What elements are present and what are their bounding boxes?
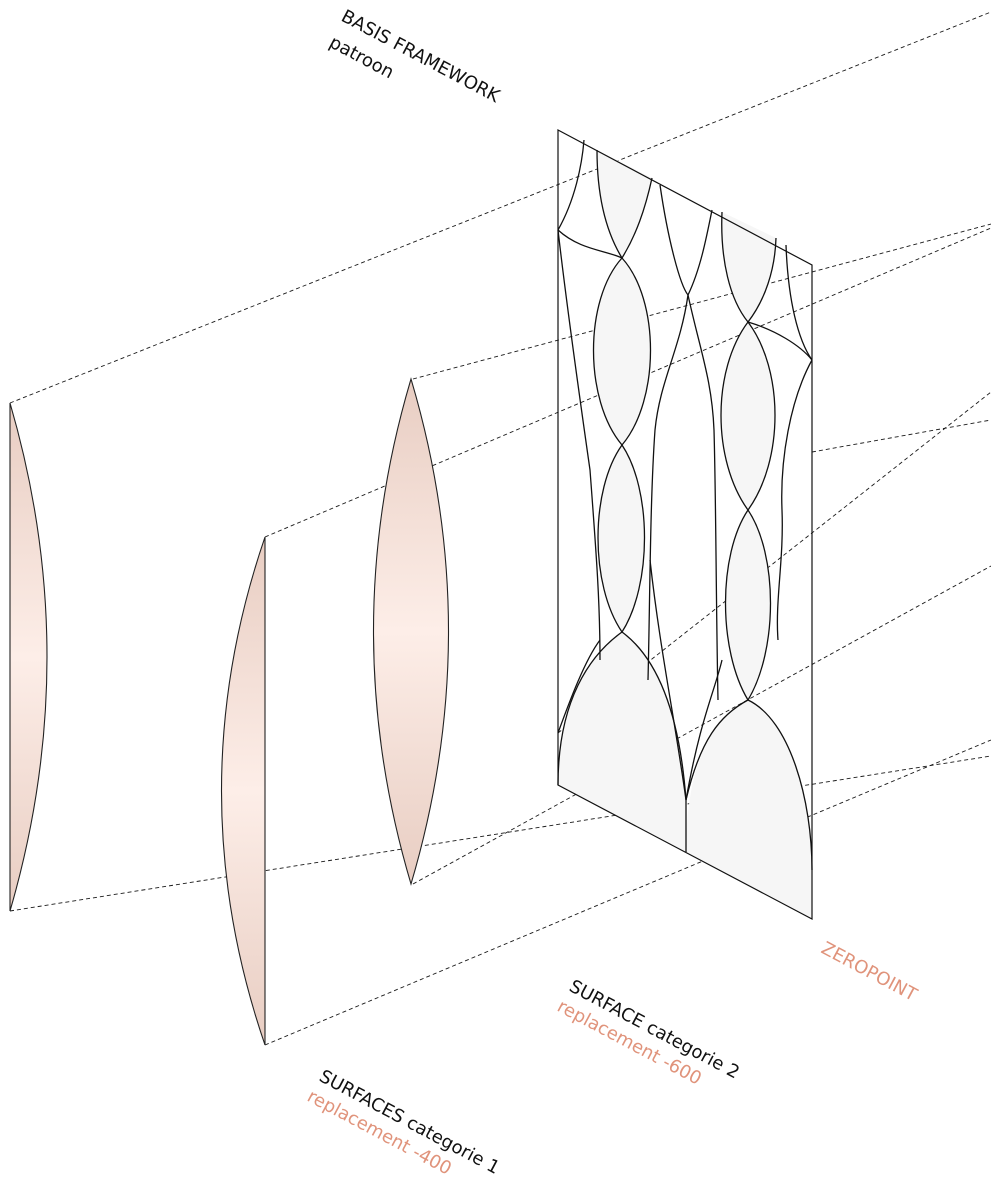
panel-cell [597,150,652,258]
panel-cell [558,632,686,852]
pattern-curve [785,244,813,361]
projection-line [412,223,991,380]
surface-categorie-2-lens [373,377,449,886]
pattern-curve [621,177,653,259]
basis-framework-panel [557,129,813,920]
projection-line [264,739,991,1046]
pattern-curve [557,631,623,786]
pattern-curve [597,444,623,633]
pattern-curve [592,257,623,446]
zeropoint-label: ZEROPOINT [818,938,922,1006]
pattern-curve [557,639,601,734]
pattern-curve [687,294,719,701]
pattern-curve [720,321,749,511]
pattern-curve [649,559,723,801]
panel-cell [598,445,645,632]
pattern-curve [659,184,689,296]
panel-cell [686,700,812,919]
surfaces-categorie-1-lens [221,536,266,1046]
pattern-curve [596,149,623,259]
pattern-curve [687,209,713,296]
pattern-curve [747,321,813,361]
panel-outline [557,129,813,920]
panel-cell [593,258,651,445]
pattern-curve [685,699,749,801]
pattern-curve [724,509,749,701]
projection-line [811,419,991,453]
pattern-curve [621,631,687,801]
panel-cell [721,322,775,510]
pattern-curve [557,229,623,259]
panel-cell [725,510,771,700]
pattern-curve [776,359,813,641]
projection-lines [9,11,991,1046]
projection-line [9,755,991,912]
projection-line [9,11,991,404]
pattern-curve [747,509,772,701]
pattern-curve [647,294,689,681]
pattern-curve [747,321,776,511]
pattern-curve [747,699,813,871]
pattern-curve [557,139,585,231]
pattern-curve [721,211,749,323]
panel-cell [721,212,776,322]
pattern-curve [747,237,777,323]
pattern-curve [621,257,652,446]
pattern-curve [621,444,646,633]
pattern-curve [557,229,601,661]
far-left-surface [9,402,48,912]
